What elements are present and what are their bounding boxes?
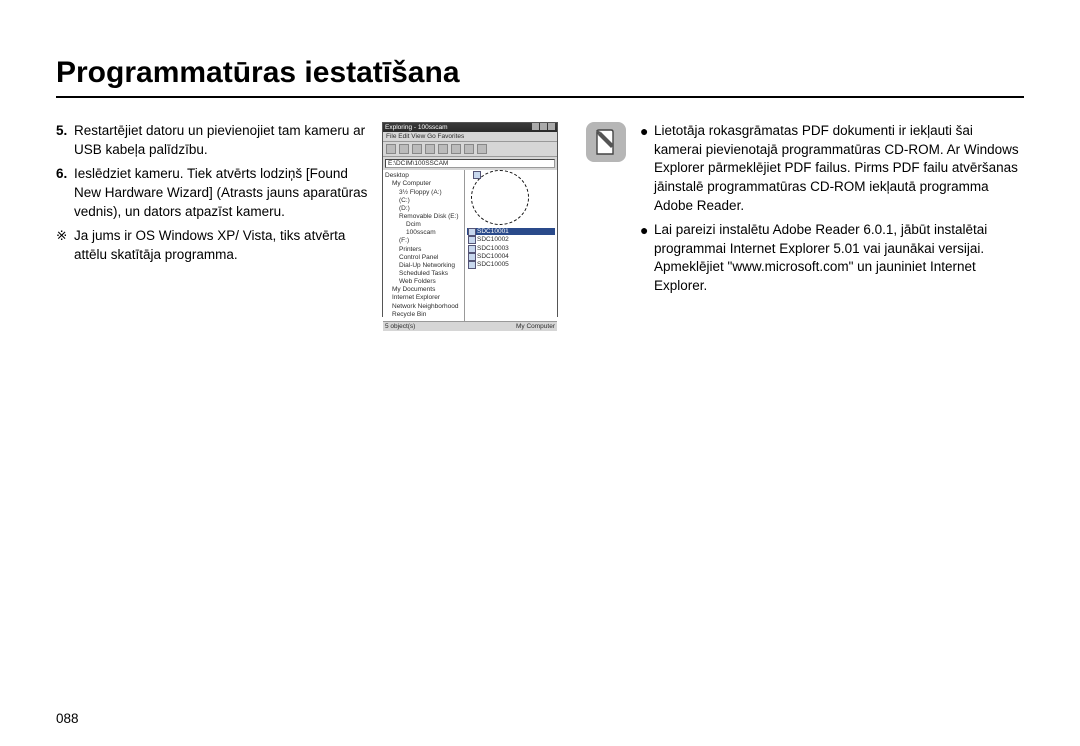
file-item: SDC10005 (467, 261, 555, 268)
file-item: SDC10001 (467, 228, 555, 235)
tree-node: Web Folders (385, 278, 462, 285)
tree-node: Recycle Bin (385, 311, 462, 318)
tree-node: Internet Explorer (385, 294, 462, 301)
tree-node: Control Panel (385, 254, 462, 261)
bullet-item-1: ● Lietotāja rokasgrāmatas PDF dokumenti … (640, 122, 1024, 215)
explorer-window: Exploring - 100sscam File Edit View Go F… (382, 122, 558, 317)
window-body: Desktop My Computer 3½ Floppy (A:) (C:) … (383, 170, 557, 321)
left-text-block: 5. Restartējiet datoru un pievienojiet t… (56, 122, 372, 317)
tree-node: Printers (385, 246, 462, 253)
item6-text: Ieslēdziet kameru. Tiek atvērts lodziņš … (74, 165, 372, 221)
file-item: SDC10004 (467, 253, 555, 260)
file-item: SDC10002 (467, 236, 555, 243)
bullet2-text: Lai pareizi instalētu Adobe Reader 6.0.1… (654, 221, 1024, 296)
tree-node: Removable Disk (E:) (385, 213, 462, 220)
window-buttons (531, 123, 555, 132)
tree-node: 100sscam (385, 229, 462, 236)
list-sub-item: ※ Ja jums ir OS Windows XP/ Vista, tiks … (56, 227, 372, 264)
window-titlebar: Exploring - 100sscam (383, 123, 557, 132)
bullet-mark: ● (640, 221, 654, 296)
explorer-screenshot: Exploring - 100sscam File Edit View Go F… (382, 122, 558, 317)
tree-node: Desktop (385, 172, 462, 179)
bullet-mark: ● (640, 122, 654, 215)
list-item-5: 5. Restartējiet datoru un pievienojiet t… (56, 122, 372, 159)
status-left: 5 object(s) (385, 323, 415, 330)
item6-number: 6. (56, 165, 74, 221)
note-icon (586, 122, 626, 162)
pencil-note-icon (594, 128, 618, 156)
list-item-6: 6. Ieslēdziet kameru. Tiek atvērts lodzi… (56, 165, 372, 221)
status-bar: 5 object(s) My Computer (383, 321, 557, 331)
highlight-oval (471, 170, 529, 225)
page-title: Programmatūras iestatīšana (56, 56, 1024, 98)
tree-node: (F:) (385, 237, 462, 244)
window-title-text: Exploring - 100sscam (385, 124, 448, 131)
folder-tree: Desktop My Computer 3½ Floppy (A:) (C:) … (383, 170, 465, 321)
tree-node: (D:) (385, 205, 462, 212)
file-item: SDC10003 (467, 245, 555, 252)
sub-mark: ※ (56, 227, 74, 264)
content-columns: 5. Restartējiet datoru un pievienojiet t… (56, 122, 1024, 317)
tree-node: Dial-Up Networking (385, 262, 462, 269)
window-menubar: File Edit View Go Favorites (383, 132, 557, 142)
tree-node: (C:) (385, 197, 462, 204)
item5-number: 5. (56, 122, 74, 159)
address-bar: E:\DCIM\100SSCAM (385, 159, 555, 168)
file-list: SDC10001 SDC10002 SDC10003 SDC10004 SDC1… (465, 170, 557, 321)
tree-node: 3½ Floppy (A:) (385, 189, 462, 196)
tree-node: Dcim (385, 221, 462, 228)
page-number: 088 (56, 711, 79, 726)
bullet1-text: Lietotāja rokasgrāmatas PDF dokumenti ir… (654, 122, 1024, 215)
sub-text: Ja jums ir OS Windows XP/ Vista, tiks at… (74, 227, 372, 264)
tree-node: My Documents (385, 286, 462, 293)
left-column: 5. Restartējiet datoru un pievienojiet t… (56, 122, 566, 317)
bullet-item-2: ● Lai pareizi instalētu Adobe Reader 6.0… (640, 221, 1024, 296)
tree-node: Scheduled Tasks (385, 270, 462, 277)
item5-text: Restartējiet datoru un pievienojiet tam … (74, 122, 372, 159)
tree-node: Network Neighborhood (385, 303, 462, 310)
right-column: ● Lietotāja rokasgrāmatas PDF dokumenti … (586, 122, 1024, 317)
status-right: My Computer (516, 323, 555, 330)
window-toolbar (383, 142, 557, 157)
right-text-block: ● Lietotāja rokasgrāmatas PDF dokumenti … (640, 122, 1024, 317)
tree-node: My Computer (385, 180, 462, 187)
